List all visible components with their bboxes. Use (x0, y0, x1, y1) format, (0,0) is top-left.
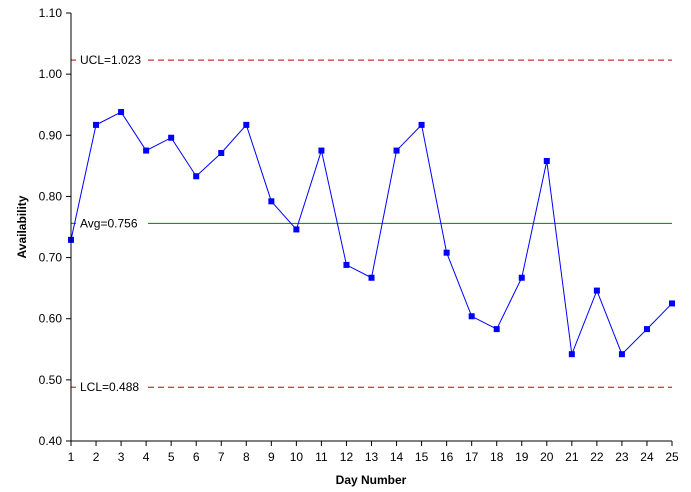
x-tick-label: 5 (168, 450, 175, 464)
data-point (518, 274, 525, 281)
data-point (218, 150, 225, 157)
data-point (593, 287, 600, 294)
y-axis: 0.40 0.50 0.60 0.70 0.80 0.90 1.00 1.10 (39, 6, 72, 448)
data-point (193, 173, 200, 180)
data-point (343, 261, 350, 268)
lcl-label: LCL=0.488 (80, 380, 139, 394)
data-point (669, 300, 675, 307)
x-tick-label: 20 (540, 450, 554, 464)
x-tick-label: 23 (615, 450, 629, 464)
x-tick-label: 7 (218, 450, 225, 464)
y-tick-label: 0.50 (39, 373, 63, 387)
x-tick-label: 1 (68, 450, 75, 464)
data-point (268, 198, 275, 205)
x-tick-label: 24 (640, 450, 654, 464)
x-tick-label: 15 (415, 450, 429, 464)
y-tick-label: 1.10 (39, 6, 63, 20)
y-tick-label: 0.90 (39, 128, 63, 142)
data-point (93, 121, 100, 128)
x-tick-label: 3 (118, 450, 125, 464)
x-tick-label: 4 (143, 450, 150, 464)
data-point (118, 109, 125, 116)
data-series-line (68, 109, 675, 358)
x-tick-label: 19 (515, 450, 529, 464)
y-tick-label: 0.40 (39, 434, 63, 448)
series-line (70, 111, 673, 356)
x-tick-label: 17 (465, 450, 479, 464)
data-point (318, 147, 325, 154)
x-tick-label: 10 (290, 450, 304, 464)
data-point (418, 121, 425, 128)
x-tick-label: 18 (490, 450, 504, 464)
x-axis-title: Day Number (336, 473, 407, 487)
x-tick-label: 9 (268, 450, 275, 464)
data-point (543, 157, 550, 164)
data-point (243, 121, 250, 128)
x-tick-label: 21 (565, 450, 579, 464)
data-point (293, 226, 300, 233)
y-tick-label: 0.70 (39, 251, 63, 265)
data-point (168, 134, 175, 141)
y-tick-label: 0.80 (39, 189, 63, 203)
data-point (468, 313, 475, 320)
data-point (568, 351, 575, 358)
y-tick-label: 0.60 (39, 312, 63, 326)
x-tick-label: 14 (390, 450, 404, 464)
avg-label: Avg=0.756 (80, 216, 138, 230)
data-point (643, 326, 650, 333)
data-point (368, 274, 375, 281)
x-tick-label: 11 (315, 450, 328, 464)
x-tick-label: 2 (93, 450, 100, 464)
x-tick-label: 16 (440, 450, 454, 464)
x-tick-label: 22 (590, 450, 604, 464)
ucl-label: UCL=1.023 (80, 53, 141, 67)
x-axis: 1 2 3 4 5 6 7 8 9 10 11 12 13 14 15 16 17 18 19 20 21 22 23 24 2… (68, 440, 679, 464)
x-tick-label: 6 (193, 450, 200, 464)
y-tick-label: 1.00 (39, 67, 63, 81)
data-point (143, 147, 150, 154)
reference-lines: UCL=1.023 Avg=0.756 LCL=0.488 (71, 53, 672, 394)
data-point (443, 249, 450, 256)
y-axis-title: Availability (15, 195, 29, 258)
x-tick-label: 12 (340, 450, 354, 464)
x-tick-label: 25 (665, 450, 679, 464)
data-point (618, 351, 625, 358)
data-point (393, 147, 400, 154)
data-point (493, 326, 500, 333)
x-tick-label: 8 (243, 450, 250, 464)
x-tick-label: 13 (365, 450, 379, 464)
